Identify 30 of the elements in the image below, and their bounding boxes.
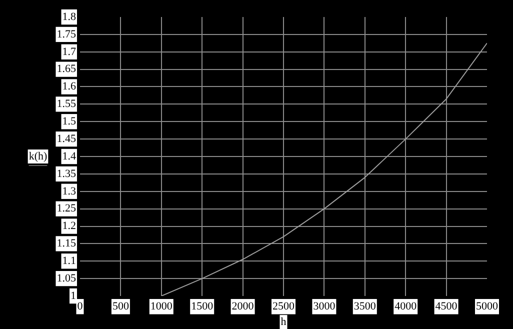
y-tick-label: 1.7 xyxy=(62,46,76,58)
y-tick-label: 1.4 xyxy=(62,150,76,162)
y-tick-label: 1.35 xyxy=(56,168,76,180)
y-tick-label: 1.5 xyxy=(62,116,76,128)
y-tick-label: 1.45 xyxy=(56,132,76,145)
y-tick-label: 1.15 xyxy=(56,238,76,250)
x-tick-label: 0 xyxy=(77,300,84,312)
x-tick-label: 5000 xyxy=(476,300,498,312)
x-tick-label: 500 xyxy=(112,300,130,312)
y-tick-label: 1.25 xyxy=(56,202,76,215)
x-tick-label: 4000 xyxy=(394,300,418,312)
y-tick-label: 1.55 xyxy=(56,98,76,110)
x-tick-label: 3000 xyxy=(313,300,336,312)
x-tick-label: 1500 xyxy=(191,300,214,312)
y-axis-title: k(h) xyxy=(28,150,48,162)
x-tick-label: 4500 xyxy=(435,300,458,312)
y-tick-label: 1.2 xyxy=(62,220,76,232)
y-tick-label: 1.3 xyxy=(62,185,76,198)
y-tick-label: 1.75 xyxy=(56,28,76,40)
y-tick-label: 1 xyxy=(70,290,76,302)
y-tick-label: 1.8 xyxy=(62,10,76,23)
y-tick-label: 1.1 xyxy=(62,255,76,268)
y-tick-label: 1.65 xyxy=(56,63,76,76)
y-tick-label: 1.6 xyxy=(62,80,76,93)
y-tick-label: 1.05 xyxy=(56,272,76,284)
x-tick-label: 1000 xyxy=(150,300,173,312)
x-axis-title: h xyxy=(280,316,287,328)
x-tick-label: 2000 xyxy=(232,300,254,312)
x-tick-label: 2500 xyxy=(272,300,295,312)
x-tick-label: 3500 xyxy=(354,300,376,312)
